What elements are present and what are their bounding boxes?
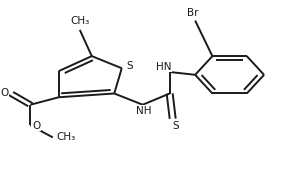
Text: S: S	[172, 121, 179, 131]
Text: CH₃: CH₃	[70, 16, 89, 26]
Text: O: O	[32, 121, 40, 131]
Text: NH: NH	[136, 106, 152, 116]
Text: Br: Br	[187, 8, 198, 19]
Text: S: S	[127, 61, 133, 71]
Text: CH₃: CH₃	[57, 132, 76, 142]
Text: HN: HN	[156, 62, 171, 72]
Text: O: O	[0, 88, 8, 99]
